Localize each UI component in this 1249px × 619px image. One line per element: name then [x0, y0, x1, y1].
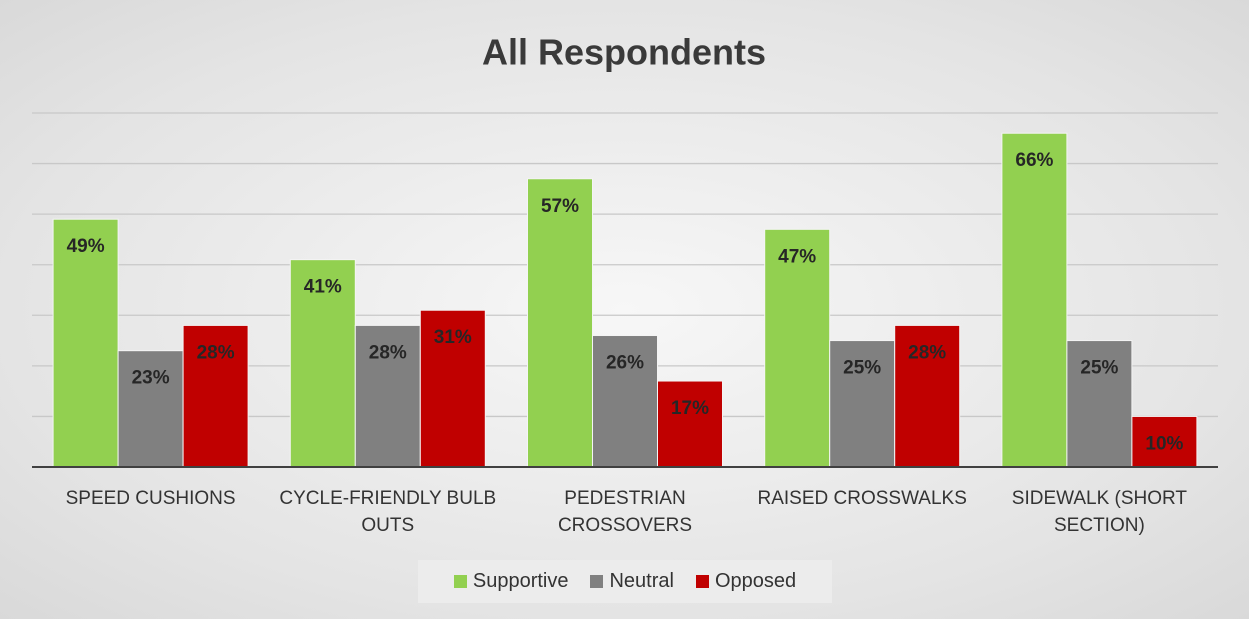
bar — [829, 340, 896, 468]
bar — [764, 228, 831, 468]
bar — [1131, 415, 1198, 468]
value-label: 57% — [541, 196, 579, 217]
value-label: 49% — [67, 236, 105, 257]
x-tick-label: SPEED CUSHIONS — [65, 488, 236, 509]
bar — [289, 259, 356, 468]
value-label: 31% — [434, 327, 472, 348]
bar — [182, 324, 249, 468]
value-label: 25% — [1080, 358, 1118, 379]
value-label: 28% — [908, 342, 946, 363]
value-label: 10% — [1145, 433, 1183, 454]
value-label: 28% — [369, 342, 407, 363]
x-tick-label: CYCLE-FRIENDLY BULB OUTS — [279, 488, 497, 536]
legend-item: Opposed — [695, 570, 797, 593]
chart-title: All Respondents — [482, 32, 766, 73]
value-label: 47% — [778, 246, 816, 267]
bar — [527, 178, 593, 468]
value-label: 23% — [132, 368, 170, 389]
value-label: 41% — [304, 277, 342, 298]
legend-label: Supportive — [472, 570, 569, 592]
value-label: 17% — [671, 398, 709, 419]
legend-item: Supportive — [453, 570, 569, 593]
legend: Supportive Neutral Opposed — [418, 560, 832, 603]
legend-swatch — [590, 575, 604, 588]
bar — [52, 218, 119, 468]
bar — [1001, 132, 1068, 468]
x-tick-label: PEDESTRIAN CROSSOVERS — [557, 488, 693, 536]
bar — [657, 380, 723, 468]
value-label: 26% — [606, 353, 644, 374]
x-tick-label: RAISED CROSSWALKS — [757, 488, 967, 509]
legend-label: Opposed — [714, 570, 797, 592]
legend-swatch — [453, 575, 467, 588]
legend-swatch — [695, 575, 709, 588]
value-label: 25% — [843, 358, 881, 379]
value-label: 66% — [1015, 150, 1053, 171]
legend-item: Neutral — [590, 570, 674, 593]
bar — [894, 324, 961, 468]
bar — [419, 309, 486, 468]
x-tick-label: SIDEWALK (SHORT SECTION) — [1011, 488, 1188, 536]
value-label: 28% — [197, 342, 235, 363]
bar — [1066, 340, 1133, 468]
bar — [592, 335, 658, 468]
bar — [117, 350, 184, 468]
legend-label: Neutral — [609, 570, 674, 592]
